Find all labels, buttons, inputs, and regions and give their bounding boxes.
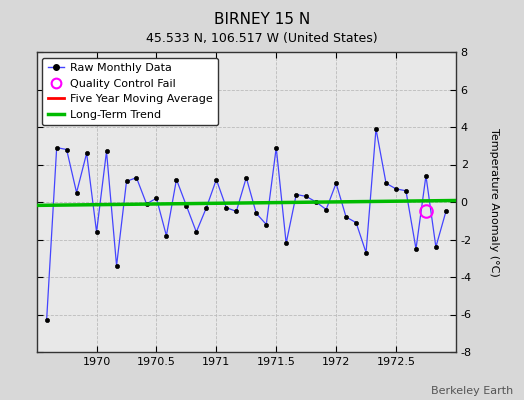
- Raw Monthly Data: [43, 318, 50, 322]
- Raw Monthly Data: [383, 181, 389, 186]
- Raw Monthly Data: [233, 209, 239, 214]
- Raw Monthly Data: [53, 145, 60, 150]
- Legend: Raw Monthly Data, Quality Control Fail, Five Year Moving Average, Long-Term Tren: Raw Monthly Data, Quality Control Fail, …: [42, 58, 219, 125]
- Raw Monthly Data: [193, 230, 200, 234]
- Raw Monthly Data: [154, 196, 160, 201]
- Raw Monthly Data: [283, 241, 289, 246]
- Raw Monthly Data: [423, 173, 429, 178]
- Raw Monthly Data: [333, 181, 339, 186]
- Raw Monthly Data: [443, 209, 449, 214]
- Raw Monthly Data: [343, 214, 349, 219]
- Raw Monthly Data: [353, 220, 359, 225]
- Raw Monthly Data: [403, 188, 409, 193]
- Raw Monthly Data: [103, 149, 110, 154]
- Raw Monthly Data: [83, 151, 90, 156]
- Raw Monthly Data: [303, 194, 309, 199]
- Raw Monthly Data: [173, 177, 180, 182]
- Raw Monthly Data: [363, 250, 369, 255]
- Raw Monthly Data: [433, 244, 439, 250]
- Raw Monthly Data: [263, 222, 269, 227]
- Text: BIRNEY 15 N: BIRNEY 15 N: [214, 12, 310, 27]
- Raw Monthly Data: [323, 207, 329, 212]
- Raw Monthly Data: [113, 263, 119, 268]
- Line: Raw Monthly Data: Raw Monthly Data: [45, 127, 448, 322]
- Raw Monthly Data: [203, 205, 210, 210]
- Y-axis label: Temperature Anomaly (°C): Temperature Anomaly (°C): [488, 128, 498, 276]
- Text: Berkeley Earth: Berkeley Earth: [431, 386, 514, 396]
- Raw Monthly Data: [223, 205, 230, 210]
- Raw Monthly Data: [393, 186, 399, 191]
- Raw Monthly Data: [144, 202, 150, 206]
- Raw Monthly Data: [63, 147, 70, 152]
- Raw Monthly Data: [213, 177, 220, 182]
- Raw Monthly Data: [123, 179, 129, 184]
- Raw Monthly Data: [93, 230, 100, 234]
- Raw Monthly Data: [273, 145, 279, 150]
- Raw Monthly Data: [73, 190, 80, 195]
- Raw Monthly Data: [313, 200, 319, 204]
- Raw Monthly Data: [373, 126, 379, 131]
- Raw Monthly Data: [183, 203, 190, 208]
- Text: 45.533 N, 106.517 W (United States): 45.533 N, 106.517 W (United States): [146, 32, 378, 45]
- Raw Monthly Data: [133, 175, 139, 180]
- Raw Monthly Data: [293, 192, 299, 197]
- Raw Monthly Data: [163, 233, 170, 238]
- Raw Monthly Data: [243, 175, 249, 180]
- Raw Monthly Data: [413, 246, 419, 251]
- Raw Monthly Data: [253, 211, 259, 216]
